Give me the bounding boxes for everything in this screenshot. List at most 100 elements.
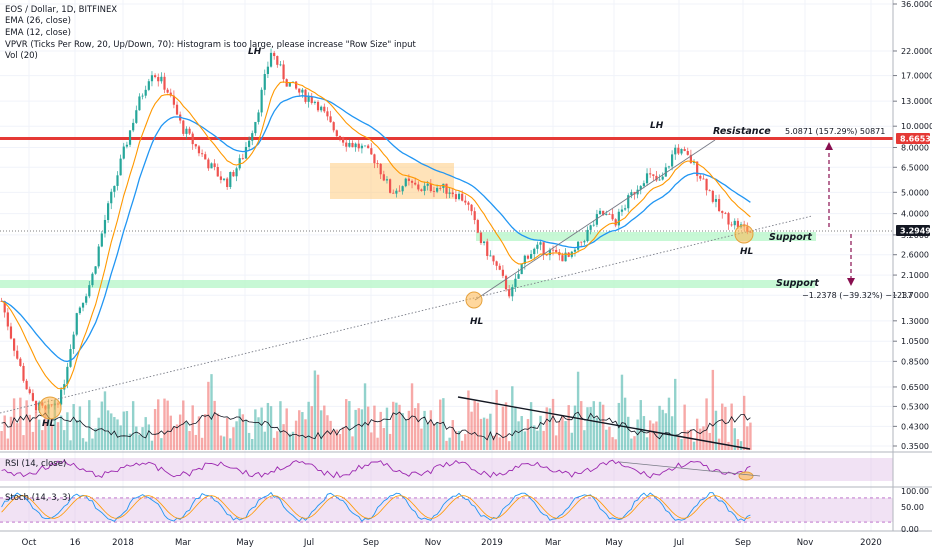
time-axis[interactable]: Oct 16 2018 Mar May Jul Sep Nov 2019 Mar May Jul Sep… xyxy=(22,538,882,548)
volume-bar xyxy=(746,426,749,450)
y-tick-label: 36.0000 xyxy=(901,0,932,9)
x-tick-label: Mar xyxy=(175,538,192,548)
candle-body xyxy=(451,192,454,195)
x-tick-label: 2020 xyxy=(860,538,882,548)
volume-bar xyxy=(41,430,44,450)
volume-bar xyxy=(570,432,574,450)
candle-body xyxy=(288,82,291,87)
candle-body xyxy=(420,189,423,191)
candle-body xyxy=(188,128,191,134)
rsi-circle[interactable] xyxy=(738,471,754,481)
volume-bar xyxy=(517,421,520,450)
volume-bar xyxy=(6,438,10,450)
candle-body xyxy=(417,184,420,190)
rsi-line[interactable] xyxy=(1,459,751,479)
candle-body xyxy=(94,266,97,274)
legend-ema12[interactable]: EMA (12, close) xyxy=(5,28,71,38)
candle-body xyxy=(598,210,602,215)
rsi-trendline[interactable] xyxy=(619,461,761,477)
range-box[interactable] xyxy=(330,163,454,199)
candle-body xyxy=(545,254,548,256)
volume-bar xyxy=(323,405,326,450)
candle-body xyxy=(486,241,489,256)
volume-bar xyxy=(664,413,668,450)
volume-bar xyxy=(332,430,335,450)
volume-bar xyxy=(229,438,232,450)
volume-bar xyxy=(219,435,223,450)
ema26-line[interactable] xyxy=(1,95,751,363)
legend-vol[interactable]: Vol (20) xyxy=(5,51,38,61)
candle-body xyxy=(454,194,457,200)
support-zone-upper[interactable] xyxy=(476,232,816,241)
hl-circle-1[interactable] xyxy=(38,396,62,420)
legend-vpvr[interactable]: VPVR (Ticks Per Row, 20, Up/Down, 70): H… xyxy=(5,40,417,50)
volume-bar xyxy=(135,426,138,450)
hl-circle-2[interactable] xyxy=(465,291,483,309)
volume-bar xyxy=(260,407,263,450)
candle-body xyxy=(498,265,501,270)
volume-bar xyxy=(479,418,483,450)
candle-body xyxy=(75,313,78,335)
volume-bar xyxy=(191,405,194,450)
stoch-k-line[interactable] xyxy=(1,491,751,522)
resistance-line[interactable] xyxy=(0,137,893,140)
volume-bar xyxy=(122,411,125,450)
candle-body xyxy=(730,224,733,226)
volume-bar xyxy=(207,381,210,450)
label-hl-3: HL xyxy=(740,247,754,257)
price-axis[interactable]: 36.0000 22.0000 17.0000 13.0000 10.0000 8.000… xyxy=(893,0,932,451)
rising-trendline[interactable] xyxy=(474,139,716,301)
long-trendline[interactable] xyxy=(0,215,813,414)
volume-bar xyxy=(677,437,680,450)
ema12-line[interactable] xyxy=(1,81,751,390)
candle-body xyxy=(517,274,520,279)
hl-circle-3[interactable] xyxy=(734,224,754,244)
volume-downtrend-line[interactable] xyxy=(457,396,751,450)
volume-bar xyxy=(451,420,454,450)
volume-bar xyxy=(91,438,94,450)
candle-body xyxy=(699,175,702,179)
volume-bar xyxy=(341,427,345,450)
support-zone-lower[interactable] xyxy=(0,280,815,288)
volume-bar xyxy=(247,432,251,450)
candle-body xyxy=(213,163,216,167)
volume-bar xyxy=(614,439,617,450)
volume-bar xyxy=(523,431,527,450)
y-tick-label: 1.3000 xyxy=(901,317,929,326)
x-tick-label: Sep xyxy=(735,538,751,548)
volume-bar xyxy=(125,411,129,450)
volume-bar xyxy=(141,427,144,450)
candle-body xyxy=(448,192,451,194)
legend-stoch[interactable]: Stoch (14, 3, 3) xyxy=(5,493,71,503)
candle-body xyxy=(714,199,718,202)
volume-bar xyxy=(661,409,664,450)
volume-bar xyxy=(254,409,257,450)
volume-bar xyxy=(724,406,727,450)
volume-bar xyxy=(627,416,630,450)
volume-bar xyxy=(592,401,595,450)
candle-body xyxy=(204,154,207,160)
volume-bar xyxy=(75,420,78,450)
candle-body xyxy=(175,104,179,115)
y-tick-label: 0.3500 xyxy=(901,442,929,451)
volume-bar xyxy=(298,410,301,450)
candle-body xyxy=(122,146,125,159)
candle-body xyxy=(313,101,316,103)
volume-bar xyxy=(542,430,545,450)
volume-bar xyxy=(160,438,163,450)
resistance-price-text: 8.6653 xyxy=(900,135,931,144)
volume-bar xyxy=(166,400,169,450)
legend-rsi[interactable]: RSI (14, close) xyxy=(5,459,66,469)
candle-body xyxy=(367,145,370,149)
candle-body xyxy=(414,182,417,185)
last-price-badge xyxy=(896,225,930,236)
volume-bar xyxy=(313,370,317,450)
legend-symbol[interactable]: EOS / Dollar, 1D, BITFINEX xyxy=(5,5,117,15)
candle-body xyxy=(429,183,432,192)
stoch-d-line[interactable] xyxy=(1,495,751,519)
legend-ema26[interactable]: EMA (26, close) xyxy=(5,16,71,26)
candle-body xyxy=(132,122,135,131)
volume-bar xyxy=(235,421,238,450)
